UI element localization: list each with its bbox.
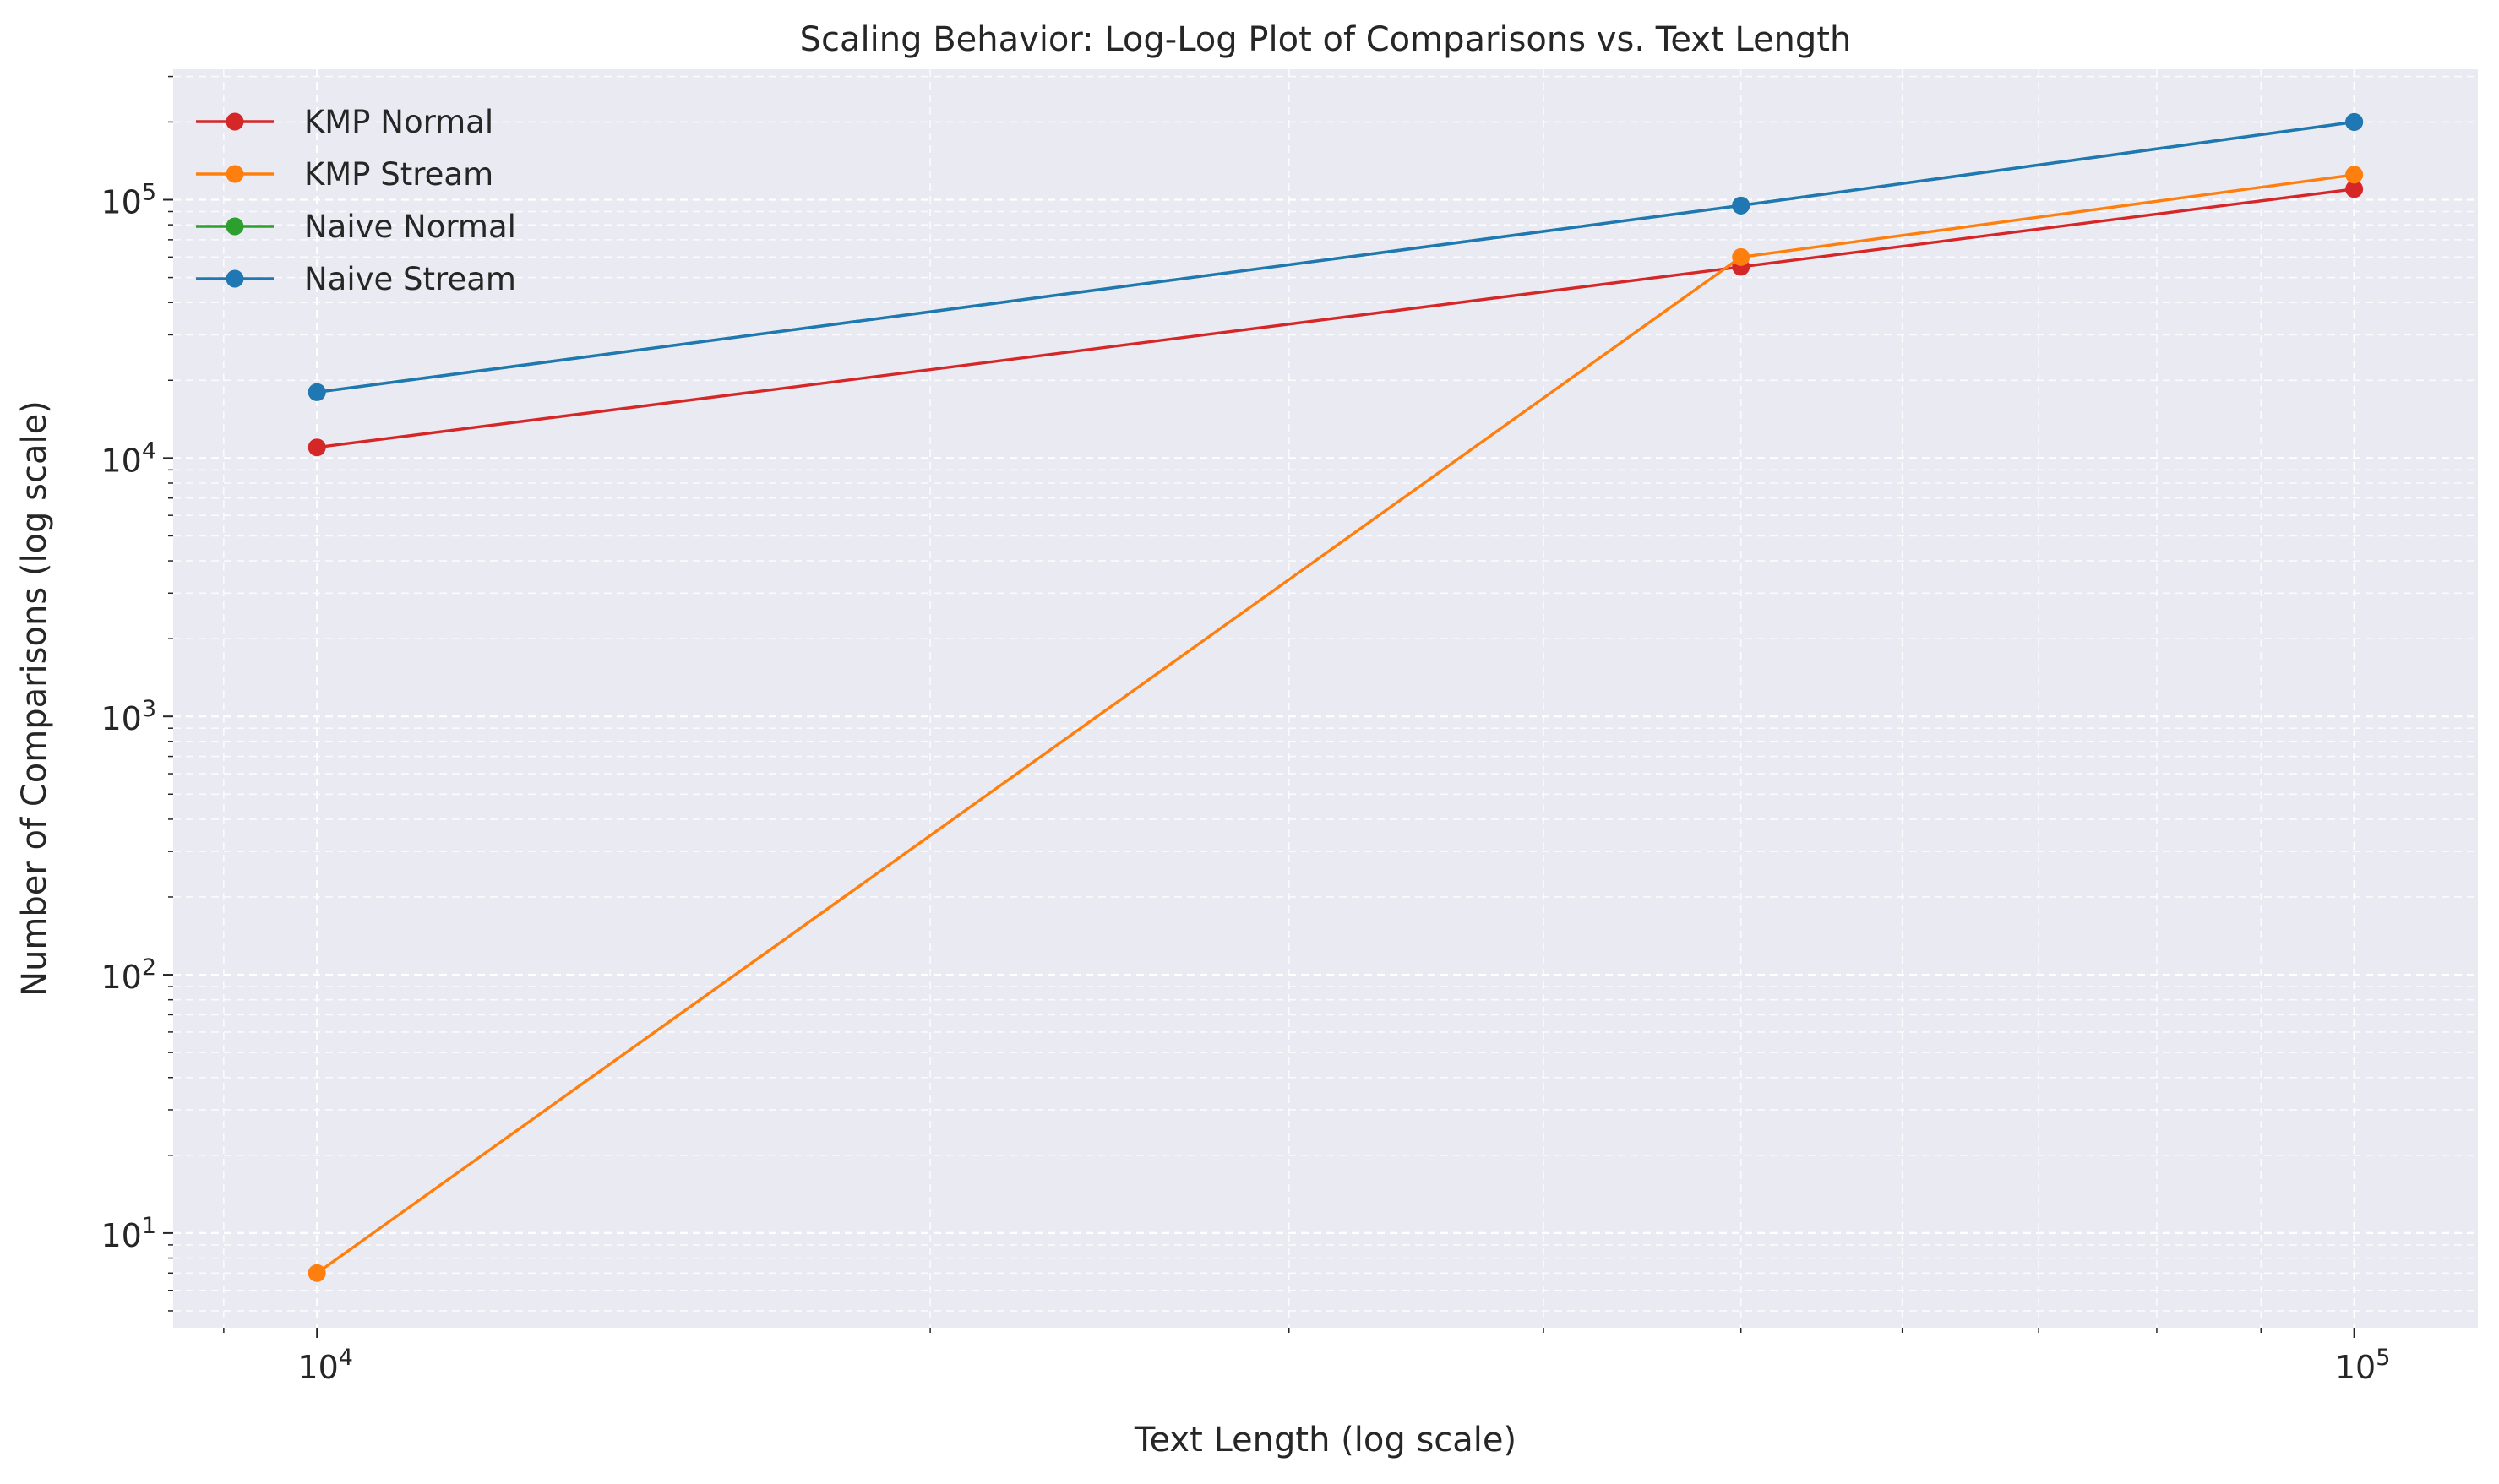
data-point — [1732, 247, 1750, 266]
legend-label: Naive Stream — [304, 261, 516, 297]
legend-marker — [226, 269, 244, 288]
x-tick-label: 105 — [2335, 1345, 2391, 1386]
y-tick-label: 101 — [101, 1213, 156, 1254]
y-tick-label: 103 — [101, 696, 156, 737]
chart-title: Scaling Behavior: Log-Log Plot of Compar… — [800, 20, 1852, 59]
data-series — [308, 112, 2364, 1282]
legend-label: KMP Stream — [304, 156, 493, 193]
legend: KMP Normal KMP Stream Naive Normal Naive St… — [196, 104, 516, 297]
legend-label: Naive Normal — [304, 209, 516, 245]
data-point — [308, 383, 326, 401]
y-tick-label: 102 — [101, 954, 156, 996]
data-point — [2345, 180, 2364, 198]
x-tick-label: 104 — [297, 1345, 353, 1386]
data-point — [308, 438, 326, 457]
axes: 101 102 103 104 105 104 105 — [101, 75, 2391, 1386]
data-point — [2345, 166, 2364, 184]
data-point — [2345, 112, 2364, 131]
data-point — [308, 1264, 326, 1282]
y-tick-label: 104 — [101, 438, 156, 479]
legend-label: KMP Normal — [304, 104, 493, 140]
data-point — [1732, 196, 1750, 215]
grid-lines — [173, 69, 2478, 1328]
x-axis-label: Text Length (log scale) — [1134, 1421, 1516, 1460]
y-axis-label: Number of Comparisons (log scale) — [15, 400, 54, 997]
legend-marker — [226, 112, 244, 131]
legend-marker — [226, 165, 244, 183]
plot-area — [173, 69, 2478, 1328]
y-tick-label: 105 — [101, 179, 156, 220]
legend-marker — [226, 217, 244, 236]
